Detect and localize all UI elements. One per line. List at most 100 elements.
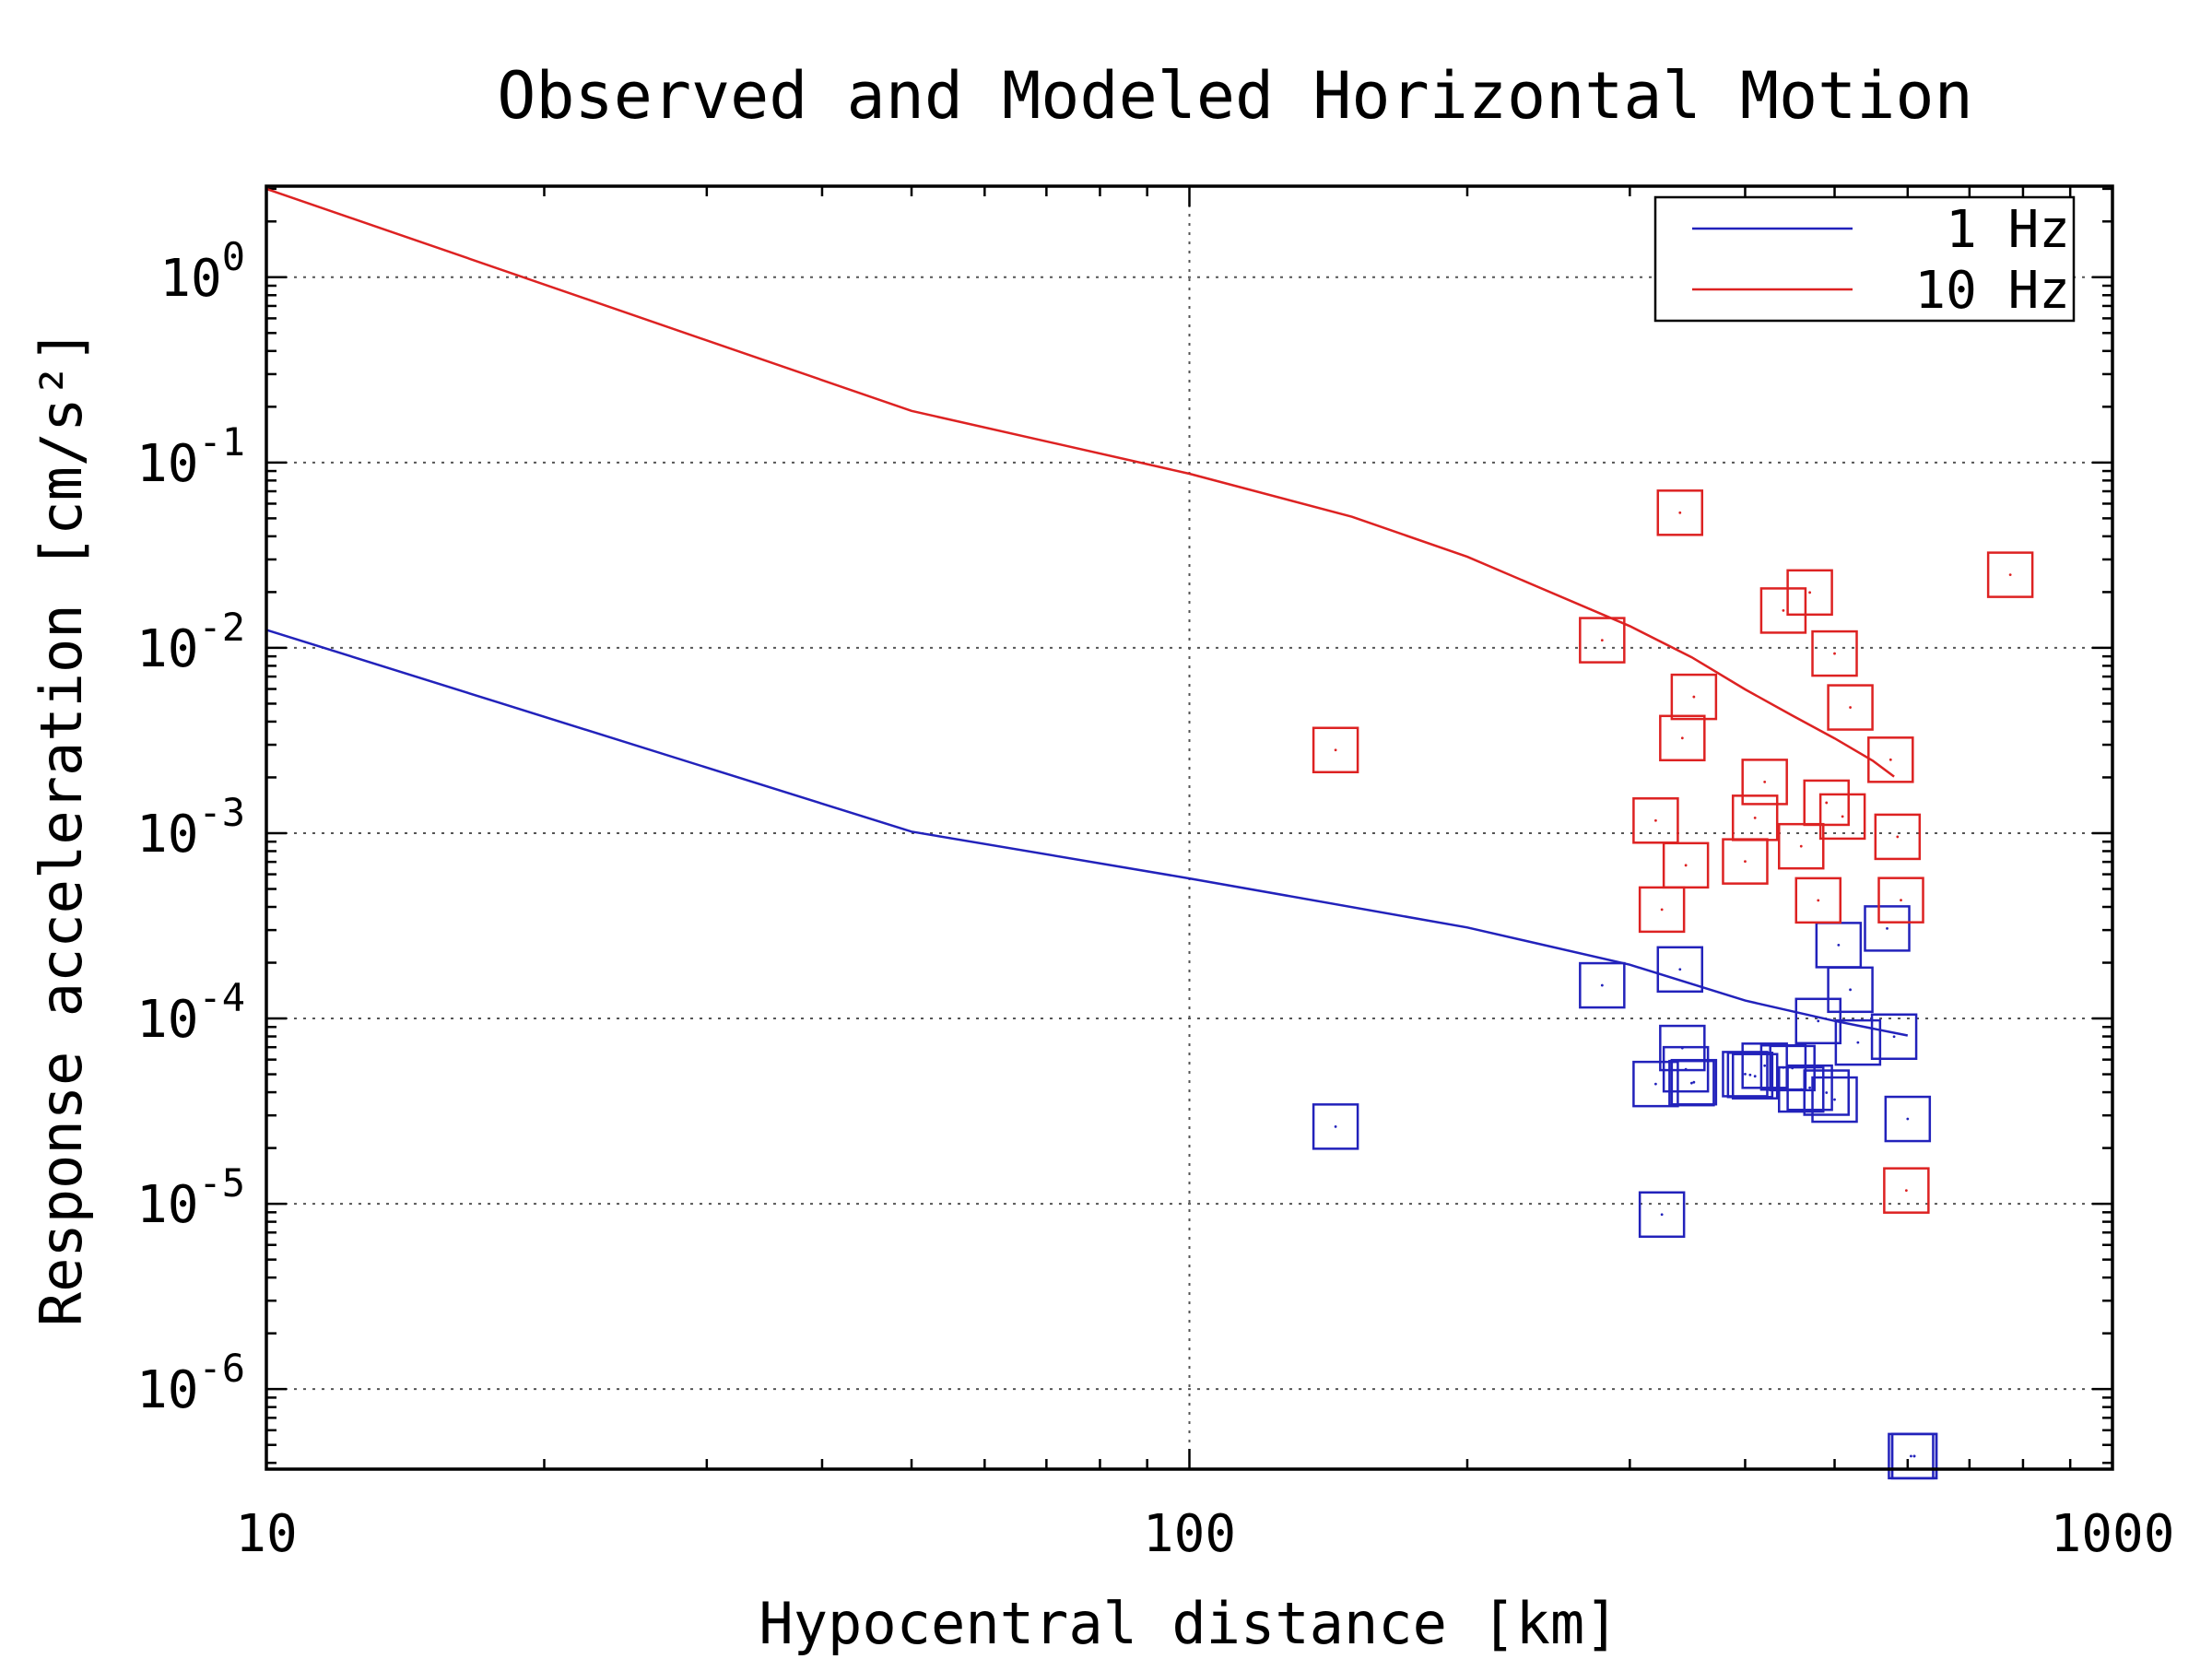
observed-point-10hz (1579, 617, 1626, 664)
observed-point-10hz (1741, 759, 1788, 806)
legend-label-1hz: 1 Hz (1946, 200, 2070, 260)
observed-point-center-10hz (1334, 748, 1337, 752)
observed-point-10hz (1883, 1167, 1930, 1214)
observed-point-10hz (1759, 587, 1807, 634)
x-tick-label: 1000 (2051, 1504, 2175, 1564)
y-axis-label: Response acceleration [cm/s²] (28, 329, 95, 1327)
observed-point-10hz (1312, 726, 1359, 774)
observed-point-10hz (1638, 886, 1686, 934)
observed-point-1hz (1786, 1064, 1833, 1112)
observed-point-center-1hz (1849, 988, 1852, 992)
observed-point-center-1hz (1753, 1075, 1757, 1078)
observed-point-1hz (1731, 1053, 1779, 1100)
observed-point-10hz (1811, 629, 1858, 677)
observed-point-10hz (1632, 797, 1679, 844)
observed-point-10hz (1827, 684, 1874, 731)
observed-point-center-1hz (1684, 1067, 1688, 1071)
y-tick-label: 10-6 (136, 1346, 245, 1420)
observed-point-center-10hz (1782, 609, 1785, 612)
observed-point-center-10hz (1841, 815, 1844, 818)
observed-point-1hz (1632, 1060, 1679, 1108)
observed-point-center-10hz (1660, 908, 1664, 912)
grid (266, 186, 2112, 1469)
observed-point-center-1hz (1692, 1080, 1696, 1084)
series-10hz (265, 187, 2034, 1214)
observed-point-center-1hz (1689, 1081, 1693, 1085)
observed-point-10hz (1786, 569, 1833, 617)
observed-point-10hz (1662, 841, 1710, 889)
observed-point-1hz (1670, 1058, 1718, 1106)
observed-point-center-10hz (1799, 844, 1803, 848)
y-tick-label: 10-5 (136, 1160, 245, 1235)
observed-point-center-10hz (1817, 899, 1820, 902)
observed-point-10hz (1778, 822, 1825, 870)
observed-point-center-10hz (1692, 695, 1696, 699)
observed-point-1hz (1811, 1076, 1858, 1124)
observed-point-center-10hz (1833, 652, 1836, 655)
observed-point-center-1hz (1660, 1213, 1664, 1217)
observed-point-10hz (1656, 489, 1704, 536)
observed-point-1hz (1864, 905, 1911, 952)
observed-point-center-10hz (1684, 864, 1688, 867)
y-tick-labels: 100 10-1 10-2 10-3 10-4 10-5 10-6 (136, 234, 245, 1420)
observed-point-center-1hz (1763, 1064, 1767, 1067)
observed-point-1hz (1638, 1191, 1686, 1239)
model-line-10hz (265, 187, 1895, 778)
y-tick-label: 10-3 (136, 790, 245, 865)
observed-point-10hz (1731, 794, 1779, 841)
observed-point-1hz (1312, 1103, 1359, 1150)
observed-point-center-10hz (1763, 781, 1767, 783)
model-line-1hz (265, 629, 1909, 1037)
observed-point-center-1hz (1892, 1035, 1896, 1039)
observed-point-10hz (1803, 779, 1850, 827)
observed-point-center-1hz (1906, 1117, 1910, 1121)
observed-point-1hz (1579, 961, 1626, 1009)
observed-point-center-1hz (1912, 1454, 1916, 1458)
observed-point-1hz (1890, 1432, 1938, 1480)
observed-point-1hz (1803, 1069, 1850, 1116)
observed-point-10hz (1670, 673, 1718, 721)
x-tick-label: 10 (235, 1504, 297, 1564)
observed-point-center-10hz (1825, 801, 1829, 805)
observed-point-center-1hz (1744, 1073, 1747, 1076)
observed-point-center-10hz (1600, 639, 1604, 642)
observed-point-center-10hz (1680, 736, 1684, 740)
observed-point-1hz (1778, 1065, 1825, 1113)
observed-point-center-10hz (1678, 511, 1682, 514)
observed-point-center-10hz (1654, 818, 1657, 822)
observed-point-center-1hz (1817, 1019, 1820, 1023)
observed-point-center-10hz (1904, 1189, 1908, 1193)
observed-point-center-1hz (1334, 1124, 1337, 1128)
observed-point-1hz (1884, 1095, 1932, 1143)
observed-point-center-10hz (2008, 573, 2012, 577)
observed-point-center-10hz (1888, 758, 1892, 761)
observed-point-10hz (1867, 736, 1914, 783)
observed-point-center-1hz (1600, 983, 1604, 987)
observed-point-center-1hz (1856, 1041, 1860, 1044)
observed-point-10hz (1877, 877, 1924, 924)
observed-point-10hz (1874, 813, 1922, 861)
observed-point-center-10hz (1753, 816, 1757, 819)
legend: 1 Hz 10 Hz (1653, 195, 2076, 323)
plot-series (265, 187, 2034, 1480)
observed-point-1hz (1662, 1045, 1710, 1093)
y-tick-label: 10-2 (136, 605, 245, 679)
observed-point-center-10hz (1744, 860, 1747, 864)
observed-point-10hz (1818, 793, 1866, 841)
observed-point-center-1hz (1748, 1073, 1752, 1077)
observed-point-center-1hz (1886, 926, 1888, 930)
observed-point-center-1hz (1833, 1098, 1836, 1101)
x-tick-labels: 10 100 1000 (235, 1504, 2174, 1564)
observed-point-10hz (1794, 877, 1842, 924)
observed-point-center-10hz (1808, 591, 1812, 594)
observed-point-10hz (1986, 551, 2034, 598)
series-1hz (265, 629, 1938, 1480)
observed-point-10hz (1659, 714, 1706, 762)
x-axis-label: Hypocentral distance [km] (759, 1590, 1618, 1657)
observed-point-1hz (1834, 1018, 1882, 1066)
observed-point-center-10hz (1896, 835, 1900, 839)
observed-point-1hz (1870, 1013, 1918, 1061)
observed-point-center-10hz (1849, 706, 1852, 709)
y-tick-label: 100 (159, 234, 245, 309)
